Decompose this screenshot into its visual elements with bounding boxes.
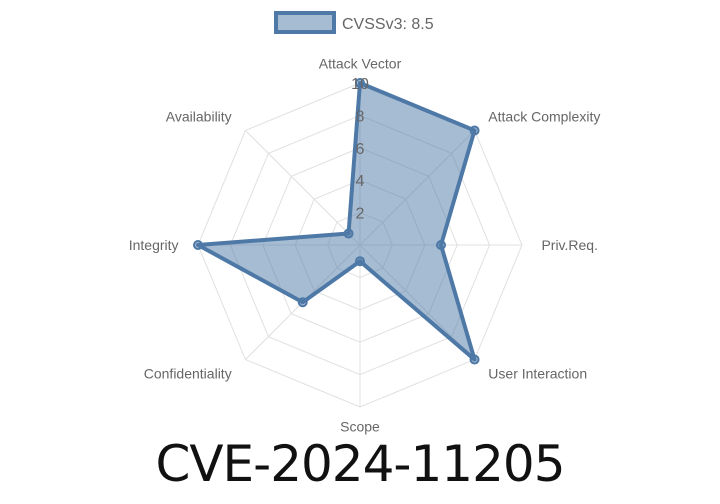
- data-point[interactable]: [297, 297, 308, 308]
- axis-label: Priv.Req.: [541, 237, 598, 253]
- axis-label: User Interaction: [488, 365, 587, 381]
- data-point[interactable]: [193, 240, 203, 250]
- tick-label: 4: [356, 173, 365, 190]
- data-point[interactable]: [343, 228, 354, 239]
- axis-label: Integrity: [129, 237, 179, 253]
- legend[interactable]: CVSSv3: 8.5: [274, 11, 434, 34]
- data-point[interactable]: [469, 354, 480, 365]
- data-point[interactable]: [355, 78, 365, 88]
- radar-chart: CVSSv3: 8.5 Attack Vector Attack Complexi…: [129, 11, 600, 434]
- tick-label: 2: [356, 206, 365, 223]
- legend-label: CVSSv3: 8.5: [342, 16, 434, 33]
- legend-swatch: [274, 11, 336, 34]
- axis-label: Scope: [340, 418, 380, 434]
- grid-spoke: [245, 130, 361, 246]
- tick-label: 10: [351, 76, 369, 93]
- tick-label: 6: [356, 141, 365, 158]
- data-point[interactable]: [355, 256, 365, 267]
- axis-label: Attack Vector: [319, 56, 402, 72]
- axis-label: Availability: [166, 109, 232, 125]
- axis-label: Confidentiality: [144, 365, 232, 381]
- axis-label: Attack Complexity: [488, 109, 600, 125]
- data-point[interactable]: [436, 240, 446, 250]
- page-title: CVE-2024-11205: [155, 435, 565, 493]
- data-point[interactable]: [469, 125, 480, 136]
- tick-label: 8: [356, 108, 365, 125]
